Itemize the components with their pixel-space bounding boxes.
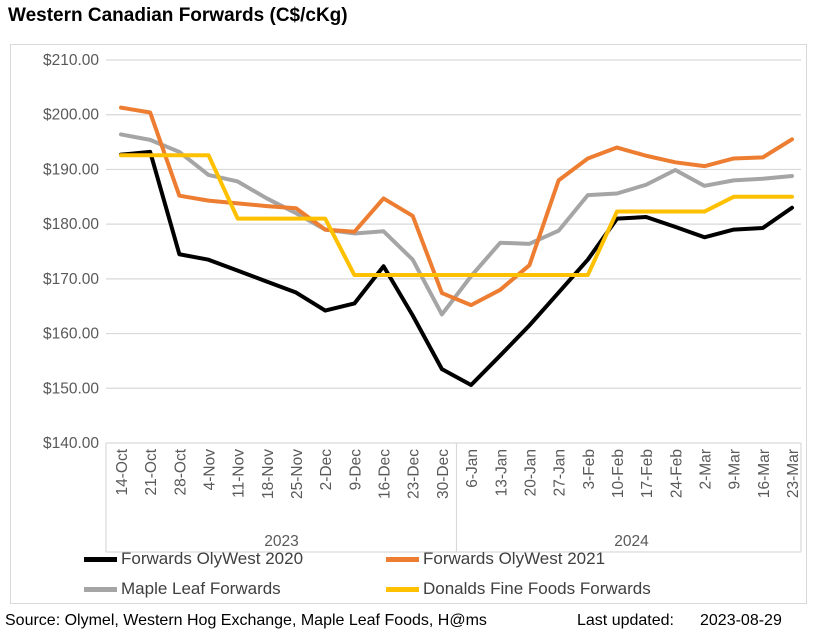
x-tick-label: 21-Oct bbox=[143, 448, 160, 495]
y-tick-label: $150.00 bbox=[43, 380, 99, 397]
x-tick-label: 6-Jan bbox=[464, 449, 481, 488]
plot-svg: $140.00 $150.00 $160.00 $170.00 $180.00 $190.… bbox=[43, 52, 802, 553]
x-tick-label: 2-Mar bbox=[697, 449, 714, 489]
x-tick-label: 14-Oct bbox=[114, 448, 131, 495]
legend-label: Forwards OlyWest 2021 bbox=[423, 549, 606, 568]
chart-area: $140.00 $150.00 $160.00 $170.00 $180.00 $190.… bbox=[10, 44, 807, 604]
x-tick-label: 20-Jan bbox=[522, 449, 539, 496]
y-tick-label: $190.00 bbox=[43, 161, 99, 178]
x-tick-label: 17-Feb bbox=[639, 449, 656, 498]
y-tick-label: $170.00 bbox=[43, 271, 99, 288]
legend-swatch-forwards-olywest-2020 bbox=[84, 556, 117, 562]
source-text: Source: Olymel, Western Hog Exchange, Ma… bbox=[5, 612, 487, 629]
chart-title: Western Canadian Forwards (C$/cKg) bbox=[8, 5, 348, 26]
footer: Source: Olymel, Western Hog Exchange, Ma… bbox=[0, 610, 818, 636]
legend-label: Maple Leaf Forwards bbox=[121, 579, 281, 598]
x-tick-label: 9-Mar bbox=[727, 449, 744, 489]
x-tick-label: 4-Nov bbox=[202, 449, 219, 491]
x-tick-label: 16-Mar bbox=[756, 449, 773, 498]
year-label: 2024 bbox=[614, 533, 649, 550]
y-tick-label: $210.00 bbox=[43, 52, 99, 69]
legend-item-donalds-fine-foods-forwards: Donalds Fine Foods Forwards bbox=[386, 579, 651, 599]
legend-item-maple-leaf-forwards: Maple Leaf Forwards bbox=[84, 579, 281, 599]
legend-swatch-maple-leaf-forwards bbox=[84, 586, 117, 592]
x-tick-label: 23-Dec bbox=[406, 449, 423, 499]
x-tick-label: 13-Jan bbox=[493, 449, 510, 496]
x-tick-label: 3-Feb bbox=[581, 449, 598, 490]
legend-item-forwards-olywest-2020: Forwards OlyWest 2020 bbox=[84, 549, 303, 569]
year-label: 2023 bbox=[264, 533, 298, 550]
last-updated-value: 2023-08-29 bbox=[700, 612, 782, 629]
x-tick-label: 24-Feb bbox=[668, 449, 685, 498]
x-tick-label: 30-Dec bbox=[435, 449, 452, 499]
y-tick-label: $140.00 bbox=[43, 435, 99, 452]
x-tick-label: 2-Dec bbox=[318, 449, 335, 491]
x-tick-label: 27-Jan bbox=[552, 449, 569, 496]
x-tick-label: 28-Oct bbox=[172, 448, 189, 495]
y-tick-label: $160.00 bbox=[43, 326, 99, 343]
x-tick-label: 25-Nov bbox=[289, 449, 306, 499]
y-tick-label: $200.00 bbox=[43, 107, 99, 124]
x-tick-label: 23-Mar bbox=[785, 449, 802, 498]
series-line-forwards-olywest-2021 bbox=[119, 105, 794, 308]
legend-label: Forwards OlyWest 2020 bbox=[121, 549, 304, 568]
x-tick-label: 18-Nov bbox=[260, 449, 277, 499]
legend-swatch-donalds-fine-foods-forwards bbox=[386, 586, 419, 592]
x-tick-label: 9-Dec bbox=[347, 449, 364, 491]
x-tick-label: 16-Dec bbox=[377, 449, 394, 499]
x-tick-label: 11-Nov bbox=[231, 449, 248, 498]
series-line-forwards-olywest-2020 bbox=[119, 149, 794, 388]
x-tick-label: 10-Feb bbox=[610, 449, 627, 498]
legend-item-forwards-olywest-2021: Forwards OlyWest 2021 bbox=[386, 549, 605, 569]
series-line-maple-leaf-forwards bbox=[119, 132, 794, 317]
legend-label: Donalds Fine Foods Forwards bbox=[423, 579, 651, 598]
last-updated-label: Last updated: bbox=[577, 612, 674, 629]
y-tick-label: $180.00 bbox=[43, 216, 99, 233]
legend-swatch-forwards-olywest-2021 bbox=[386, 556, 419, 562]
series-line-donalds-fine-foods-forwards bbox=[119, 153, 794, 278]
